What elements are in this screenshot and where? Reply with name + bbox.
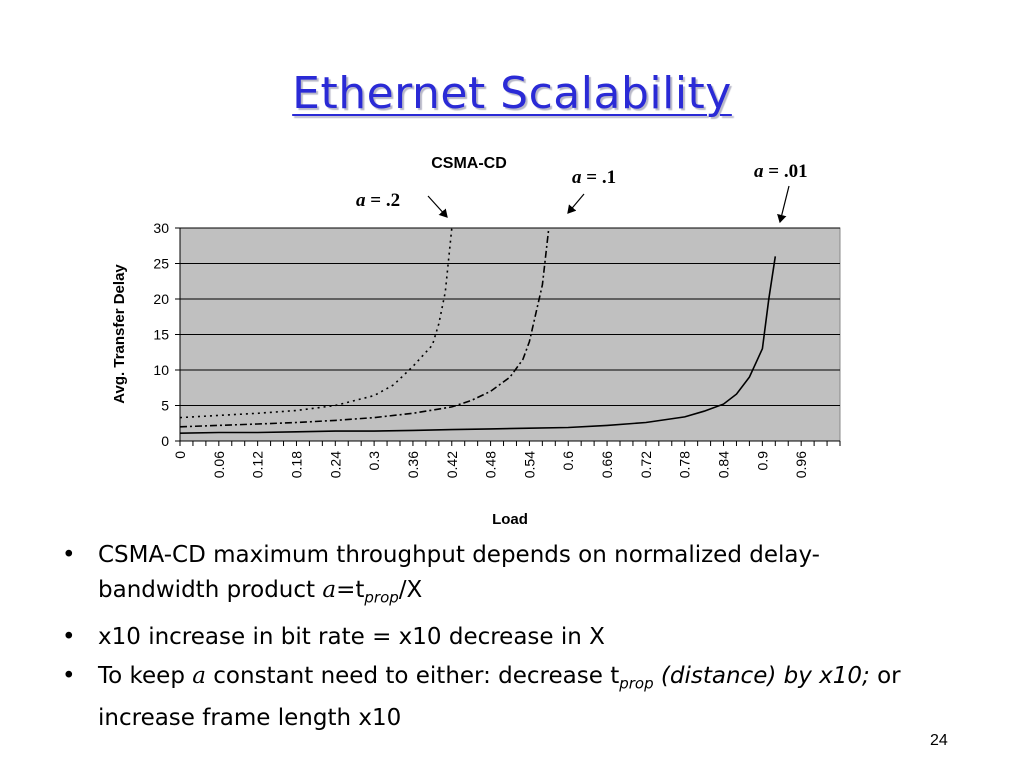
y-tick-label: 15	[153, 327, 169, 343]
bullet-eq: =t	[336, 577, 365, 603]
series-lines	[179, 227, 777, 434]
x-tick-label: 0.48	[483, 451, 499, 478]
callout-a-0-01: a = .01	[754, 161, 808, 182]
bullet-list: • CSMA-CD maximum throughput depends on …	[58, 538, 938, 740]
y-axis-label: Avg. Transfer Delay	[111, 264, 128, 404]
bullet-italic: (distance) by x10;	[653, 662, 870, 689]
x-tick-labels: 0 0.06 0.12 0.18 0.24 0.3 0.36 0.42 0.48 0.54 0.6 0…	[172, 451, 809, 478]
callout-arrow-0-1	[567, 193, 585, 214]
callout-arrow-0-01	[777, 185, 790, 224]
axes	[179, 228, 841, 446]
bullet-item: • To keep a constant need to either: dec…	[58, 659, 938, 737]
page-number: 24	[930, 732, 948, 749]
bullet-tail: or increase frame length x10	[98, 662, 901, 732]
x-tick-label: 0.84	[716, 451, 732, 478]
bullet-dot: •	[62, 542, 76, 568]
callout-arrow-0-2	[427, 195, 448, 218]
x-tick-label: 0.42	[444, 451, 460, 478]
x-tick-label: 0.24	[327, 451, 343, 478]
x-tick-label: 0.66	[599, 451, 615, 478]
bullet-tail: /X	[398, 577, 423, 603]
callout-var: a	[572, 167, 582, 188]
bullet-sub: prop	[364, 588, 399, 607]
y-tick-label: 0	[161, 433, 169, 449]
x-tick-label: 0.54	[521, 451, 537, 478]
x-axis-label: Load	[492, 511, 528, 528]
bullet-var: a	[192, 662, 206, 689]
y-tick-label: 10	[153, 362, 169, 378]
callout-a-0-1: a = .1	[572, 167, 616, 188]
x-tick-label: 0.6	[560, 451, 576, 471]
x-tick-label: 0.06	[211, 451, 227, 478]
gridlines	[175, 227, 840, 442]
csma-cd-chart: CSMA-CD 0 5 10 15 20 25 30 0 0.06 0.12 0.18 0.24 0.…	[111, 155, 841, 528]
y-tick-label: 20	[153, 291, 169, 307]
y-tick-labels: 0 5 10 15 20 25 30	[153, 220, 169, 449]
bullet-text: CSMA-CD maximum throughput depends on no…	[98, 542, 820, 603]
x-tick-label: 0.78	[677, 451, 693, 478]
bullet-dot: •	[62, 662, 76, 689]
callout-var: a	[356, 190, 366, 211]
x-tick-label: 0.18	[288, 451, 304, 478]
bullet-item: • x10 increase in bit rate = x10 decreas…	[58, 620, 938, 655]
bullet-dot: •	[62, 623, 76, 650]
bullet-text: To keep	[98, 662, 193, 689]
x-tick-label: 0.9	[754, 451, 770, 471]
y-tick-label: 25	[153, 256, 169, 272]
callout-value: = .2	[366, 190, 401, 211]
chart-title: CSMA-CD	[431, 155, 507, 172]
series-line-2	[179, 227, 550, 428]
callout-value: = .01	[764, 161, 808, 182]
x-tick-label: 0.3	[366, 451, 382, 471]
bullet-item: • CSMA-CD maximum throughput depends on …	[58, 538, 938, 616]
x-tick-label: 0.36	[405, 451, 421, 478]
callout-value: = .1	[582, 167, 617, 188]
x-tick-label: 0.12	[250, 451, 266, 478]
bullet-var: a	[322, 577, 337, 603]
series-line-1	[179, 227, 453, 419]
bullet-text: x10 increase in bit rate = x10 decrease …	[98, 623, 605, 650]
x-tick-label: 0	[172, 451, 188, 459]
y-tick-label: 5	[161, 398, 169, 414]
x-tick-label: 0.72	[638, 451, 654, 478]
slide-title: Ethernet Scalability	[292, 68, 732, 119]
bullet-text-2: constant need to either: decrease t	[205, 662, 620, 689]
bullet-sub: prop	[619, 674, 654, 693]
callout-a-0-2: a = .2	[356, 190, 400, 211]
y-tick-label: 30	[153, 220, 169, 236]
callout-var: a	[754, 161, 764, 182]
x-tick-label: 0.96	[793, 451, 809, 478]
series-line-3	[179, 256, 777, 434]
